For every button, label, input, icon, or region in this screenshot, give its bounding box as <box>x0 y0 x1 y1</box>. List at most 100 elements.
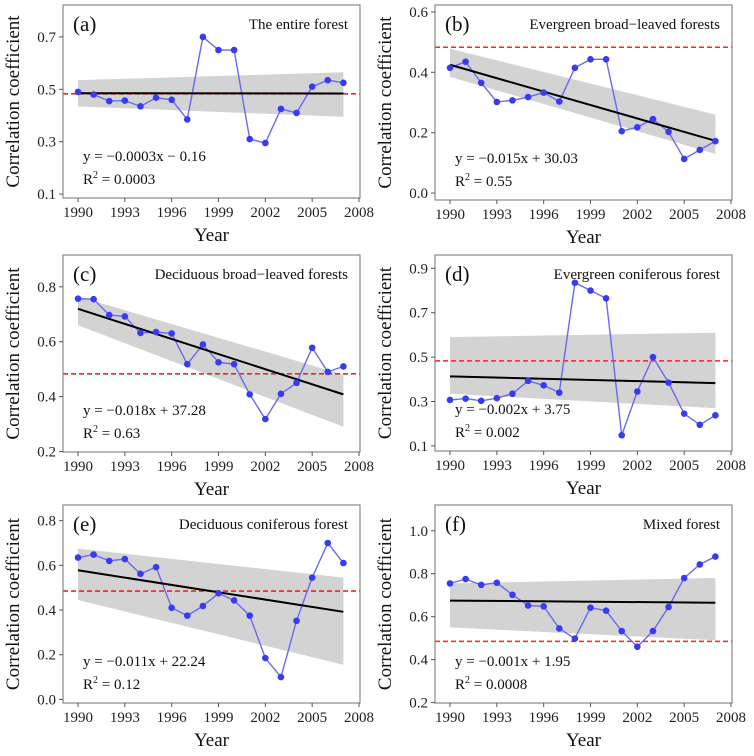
x-tick-label: 1999 <box>576 207 606 223</box>
x-tick-label: 1999 <box>204 459 234 475</box>
x-tick-label: 1993 <box>110 710 140 726</box>
y-tick-label: 0.3 <box>409 395 428 411</box>
y-axis-label: Correlation coefficient <box>3 15 24 188</box>
x-tick-label: 2008 <box>716 207 746 223</box>
data-point-1995 <box>152 328 160 336</box>
data-point-2007 <box>340 79 347 87</box>
data-point-2003 <box>649 627 657 635</box>
data-point-2005 <box>308 344 316 352</box>
data-point-2001 <box>618 627 626 635</box>
y-tick-label: 0.4 <box>409 65 428 81</box>
data-point-2005 <box>680 410 688 418</box>
regression-equation: y = −0.018x + 37.28 <box>83 403 206 419</box>
y-tick-label: 0.0 <box>409 186 428 202</box>
data-point-1992 <box>477 581 485 589</box>
x-tick-label: 2008 <box>344 205 374 221</box>
x-tick-label: 2008 <box>716 710 746 726</box>
confidence-band <box>78 296 344 427</box>
data-point-2003 <box>277 390 285 398</box>
data-point-2000 <box>602 607 610 614</box>
data-point-1998 <box>199 341 207 348</box>
x-tick-label: 2002 <box>250 205 280 221</box>
data-point-1991 <box>90 295 97 303</box>
x-tick-label: 2002 <box>250 459 280 475</box>
panel-title: Evergreen broad−leaved forests <box>529 17 720 33</box>
trend-line <box>449 599 716 604</box>
confidence-band <box>78 548 344 665</box>
y-tick-label: 0.8 <box>409 567 428 583</box>
data-point-1999 <box>215 589 222 597</box>
data-point-1990 <box>74 295 82 302</box>
y-tick-label: 0.1 <box>409 439 428 455</box>
panel-f: 1990 1993 1996 1999 2002 2005 2008 0.2 0.4 0.6 0.8… <box>375 504 746 751</box>
x-tick-label: 1999 <box>204 710 234 726</box>
data-point-2002 <box>262 654 269 662</box>
plot-frame <box>62 254 361 453</box>
regression-equation: y = −0.011x + 22.24 <box>83 654 206 670</box>
data-point-2001 <box>246 391 254 398</box>
plot-frame <box>434 504 733 704</box>
data-point-2006 <box>324 539 332 547</box>
data-point-1995 <box>524 93 532 101</box>
x-tick-label: 1993 <box>482 458 512 474</box>
panel-title: Deciduous broad−leaved forests <box>155 267 349 283</box>
plot-frame <box>434 4 733 201</box>
y-tick-label: 0.8 <box>37 280 56 296</box>
data-point-1995 <box>524 377 532 385</box>
data-point-1991 <box>462 58 469 66</box>
r-squared-value: = 0.0008 <box>470 677 527 693</box>
data-point-1991 <box>90 551 97 558</box>
data-point-2006 <box>696 561 704 568</box>
data-point-1996 <box>540 603 547 610</box>
data-point-2001 <box>246 612 254 619</box>
data-point-1991 <box>462 395 469 402</box>
panel-letter: (d) <box>445 262 470 286</box>
data-point-1997 <box>555 98 563 105</box>
panel-b: 1990 1993 1996 1999 2002 2005 2008 0.0 0.2 0.4 0.6… <box>375 4 746 248</box>
confidence-band <box>450 48 716 154</box>
data-point-2004 <box>665 128 672 136</box>
data-point-2002 <box>262 415 269 423</box>
data-point-1995 <box>152 94 160 102</box>
x-tick-label: 1990 <box>435 207 465 223</box>
x-tick-label: 1990 <box>63 205 93 221</box>
r-squared: R2 = 0.55 <box>455 172 512 190</box>
y-tick-label: 0.2 <box>37 648 56 664</box>
data-point-2004 <box>293 379 300 387</box>
x-tick-label: 1990 <box>435 710 465 726</box>
regression-equation: y = −0.001x + 1.95 <box>455 654 570 670</box>
x-axis-label: Year <box>566 730 602 751</box>
y-tick-label: 0.4 <box>37 603 56 619</box>
series-line <box>449 58 716 160</box>
data-point-1994 <box>137 570 144 578</box>
r-squared: R2 = 0.12 <box>83 675 140 693</box>
data-point-1999 <box>587 604 594 611</box>
y-tick-label: 0.2 <box>409 696 428 712</box>
panel-d: 1990 1993 1996 1999 2002 2005 2008 0.1 0.3 0.5 0.7… <box>375 254 746 499</box>
plot-frame <box>62 504 361 704</box>
data-point-1990 <box>446 396 454 404</box>
trend-line <box>77 307 344 396</box>
x-tick-label: 1996 <box>157 710 188 726</box>
data-point-1994 <box>509 390 516 398</box>
data-point-2004 <box>665 603 672 611</box>
data-point-2006 <box>696 421 704 429</box>
data-point-1993 <box>493 98 501 106</box>
x-tick-label: 1996 <box>157 459 188 475</box>
r-squared-value: = 0.63 <box>98 426 140 442</box>
data-point-1994 <box>137 103 144 110</box>
r-squared-value: = 0.55 <box>470 174 512 190</box>
y-tick-label: 0.4 <box>409 653 428 669</box>
y-axis-label: Correlation coefficient <box>3 517 24 690</box>
data-point-1992 <box>105 311 113 319</box>
y-tick-label: 0.6 <box>409 5 428 21</box>
data-point-1993 <box>121 555 129 563</box>
data-point-1999 <box>587 287 594 294</box>
data-point-1998 <box>199 33 207 41</box>
data-point-2005 <box>680 155 688 163</box>
panel-title: Deciduous coniferous forest <box>179 517 349 533</box>
data-point-2000 <box>230 360 238 368</box>
data-point-1993 <box>121 313 129 320</box>
data-point-1990 <box>74 554 82 561</box>
data-point-1997 <box>183 116 191 123</box>
